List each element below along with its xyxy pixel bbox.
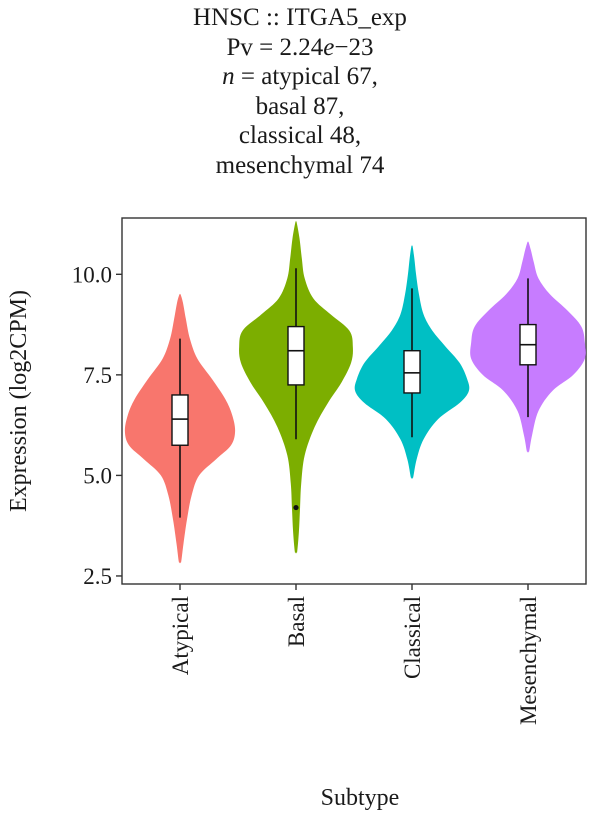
y-tick-label-1: 5.0	[83, 463, 112, 488]
title-line-pvalue: Pv = 2.24e−23	[0, 33, 600, 63]
y-tick-label-2: 7.5	[83, 363, 112, 388]
x-tick-label-atypical: Atypical	[168, 596, 193, 675]
y-tick-label-0: 2.5	[83, 564, 112, 589]
pvalue-exponent: −23	[334, 33, 374, 61]
title-line-1: HNSC :: ITGA5_exp	[193, 4, 407, 31]
y-axis: 2.5 5.0 7.5 10.0	[72, 262, 122, 589]
y-tick-label-3: 10.0	[72, 262, 112, 287]
title-line-mesenchymal: mesenchymal 74	[215, 151, 385, 179]
violin-marks	[124, 220, 586, 564]
violin-group-atypical	[124, 293, 236, 564]
x-tick-label-classical: Classical	[400, 596, 425, 679]
box-atypical	[171, 394, 189, 446]
y-axis-title: Expression (log2CPM)	[6, 290, 32, 512]
x-tick-label-basal: Basal	[284, 596, 309, 647]
x-axis: Atypical Basal Classical Mesenchymal	[168, 584, 541, 725]
box-basal	[287, 325, 305, 386]
violin-group-basal	[239, 220, 353, 554]
pvalue-exponent-e: e	[323, 33, 335, 61]
pvalue-prefix: Pv = 2.24	[226, 33, 324, 61]
x-tick-label-mesenchymal: Mesenchymal	[516, 596, 541, 725]
n-atypical: = atypical 67,	[234, 63, 378, 90]
box-classical	[403, 350, 421, 394]
title-line-classical: classical 48,	[238, 122, 362, 149]
chart-title: HNSC :: ITGA5_exp Pv = 2.24e−23 n = atyp…	[0, 0, 600, 180]
title-line-basal: basal 87,	[255, 92, 345, 120]
x-axis-title: Subtype	[321, 785, 400, 811]
violin-group-classical	[354, 245, 470, 479]
plot-panel	[121, 217, 587, 585]
n-symbol: n	[222, 63, 235, 90]
outlier-basal-0	[293, 504, 299, 511]
violin-group-mesenchymal	[470, 241, 586, 453]
title-line-n: n = atypical 67,	[0, 62, 600, 92]
